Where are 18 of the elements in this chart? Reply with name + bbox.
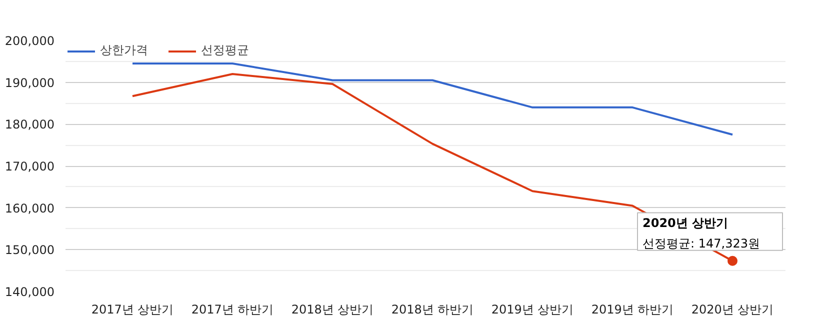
y-tick-label: 170,000 [4,160,54,174]
x-tick-label: 2020년 상반기 [691,302,774,316]
x-tick-label: 2018년 상반기 [291,302,374,316]
y-tick-label: 190,000 [4,76,54,90]
legend-label: 선정평균 [201,42,249,59]
line-series [132,62,734,136]
y-tick-label: 160,000 [4,201,54,216]
x-tick-label: 2018년 하반기 [391,302,474,316]
x-tick-label: 2017년 상반기 [91,302,174,316]
y-tick-label: 180,000 [4,118,54,132]
legend-label: 상한가격 [100,42,148,59]
y-tick-label: 140,000 [4,285,54,299]
x-tick-label: 2017년 하반기 [191,302,274,316]
y-tick-label: 200,000 [4,34,54,48]
annotation: 2020년 상반기 선정평균: 147,323원 [642,216,760,250]
y-tick-label: 150,000 [4,243,54,258]
x-tick-label: 2019년 하반기 [591,302,674,316]
x-tick-label: 2019년 상반기 [491,302,574,316]
